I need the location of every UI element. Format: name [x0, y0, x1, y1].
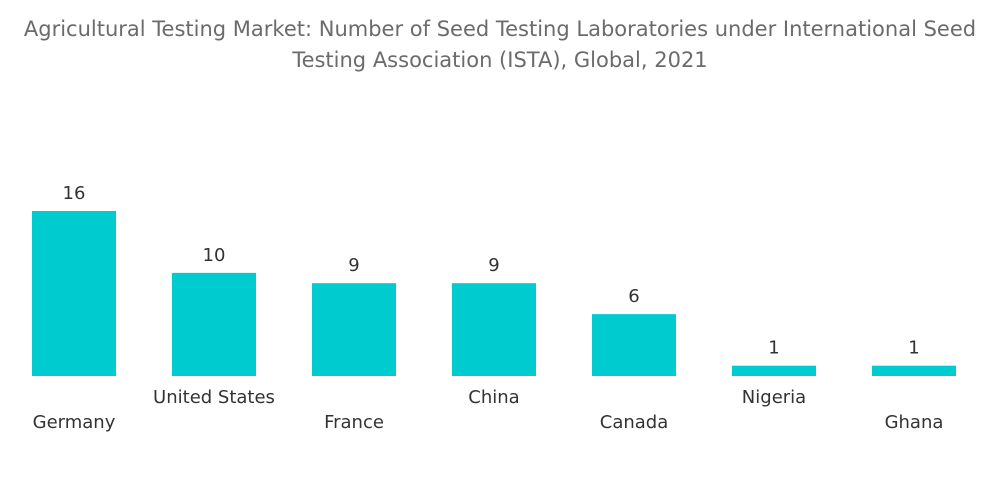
chart-title-line-2: Testing Association (ISTA), Global, 2021	[292, 48, 708, 72]
tick-label-ghana: Ghana	[885, 412, 944, 433]
tick-label-united-states: United States	[153, 387, 275, 408]
bar-united-states	[172, 272, 256, 376]
chart-title: Agricultural Testing Market: Number of S…	[0, 14, 1000, 76]
data-label-canada: 6	[628, 286, 639, 307]
data-label-china: 9	[488, 255, 499, 276]
bar-germany	[32, 211, 116, 376]
bar-ghana	[872, 365, 956, 376]
data-label-germany: 16	[63, 183, 86, 204]
bar-canada	[592, 314, 676, 376]
bar-china	[452, 283, 536, 376]
data-label-united-states: 10	[203, 245, 226, 266]
data-label-nigeria: 1	[768, 338, 779, 359]
bar-nigeria	[732, 365, 816, 376]
tick-label-france: France	[324, 412, 384, 433]
data-label-ghana: 1	[908, 338, 919, 359]
tick-label-china: China	[468, 387, 519, 408]
tick-label-germany: Germany	[33, 412, 116, 433]
tick-label-nigeria: Nigeria	[742, 387, 806, 408]
data-label-france: 9	[348, 255, 359, 276]
tick-label-canada: Canada	[600, 412, 669, 433]
chart-title-line-1: Agricultural Testing Market: Number of S…	[23, 17, 977, 41]
bar-france	[312, 283, 396, 376]
